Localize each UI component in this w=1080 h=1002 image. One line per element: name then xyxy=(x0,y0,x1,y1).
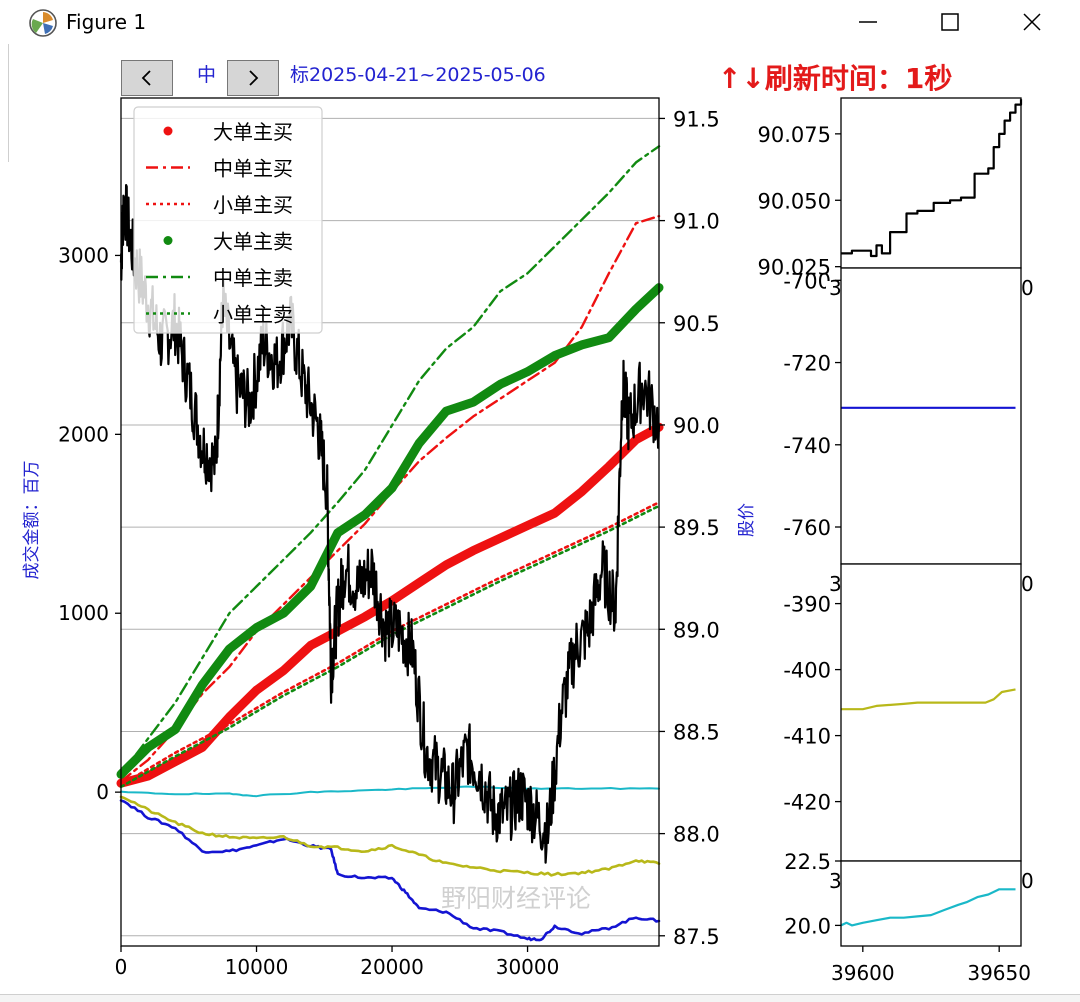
side_cyan-area xyxy=(841,861,1021,946)
series-line-7 xyxy=(119,799,661,942)
series-line-3 xyxy=(116,283,664,779)
y-tick-label-right: 90.5 xyxy=(673,312,720,336)
side_blue-area xyxy=(841,268,1021,564)
y-tick-label-left: 2000 xyxy=(58,422,109,446)
window-title: Figure 1 xyxy=(66,10,147,34)
y-tick-label-left: 0 xyxy=(96,780,109,804)
side_olive-y-tick-label: -400 xyxy=(783,659,831,683)
side_cyan-y-tick-label: 22.5 xyxy=(784,850,831,874)
chevron-left-icon xyxy=(141,70,151,86)
side_olive-y-tick-label: -410 xyxy=(783,725,831,749)
matplotlib-icon xyxy=(29,9,57,37)
side_cyan-frame xyxy=(840,860,1022,947)
legend-label-1: 中单主买 xyxy=(213,157,293,181)
side-x-tick-label: 39600 xyxy=(831,961,895,985)
legend-label-0: 大单主买 xyxy=(213,120,293,144)
hidden-xlabel-bg-2 xyxy=(826,874,840,892)
chevron-right-icon xyxy=(249,70,259,86)
side_price-y-tick-label: 90.025 xyxy=(758,256,831,280)
y-tick-label-right: 89.5 xyxy=(673,516,720,540)
close-icon xyxy=(1023,13,1041,31)
side_blue-y-tick-label: -700 xyxy=(783,269,831,293)
x-tick-label: 20000 xyxy=(360,955,424,979)
side_olive-y-tick-label: -390 xyxy=(783,593,831,617)
clipped-x-label-left-0: 3 xyxy=(829,276,842,300)
legend-marker-3 xyxy=(163,236,173,245)
header-date-range: 2025-04-21~2025-05-06 xyxy=(309,64,546,86)
x-tick-label: 0 xyxy=(115,955,128,979)
y-tick-label-right: 91.0 xyxy=(673,210,720,234)
clipped-x-label-left-2: 3 xyxy=(829,869,842,893)
side_olive-y-tick-label: -420 xyxy=(783,791,831,815)
clipped-x-label-right-1: 0 xyxy=(1021,572,1034,596)
side_cyan-y-tick-label: 20.0 xyxy=(784,914,831,938)
series-line-8 xyxy=(119,795,661,877)
y-axis-label-left: 成交金额：百万 xyxy=(22,461,42,580)
side_cyan-series-0 xyxy=(840,888,1016,927)
header-prefix-tail: 标 xyxy=(290,64,309,86)
legend-marker-0 xyxy=(163,126,173,136)
window-titlebar: Figure 1 xyxy=(0,0,1080,44)
y-axis-label-right: 股价 xyxy=(737,503,757,537)
legend-label-5: 小单主卖 xyxy=(213,303,293,327)
legend-label-4: 中单主卖 xyxy=(213,266,293,290)
side_blue-y-tick-label: -720 xyxy=(783,352,831,376)
side-x-tick-label: 39650 xyxy=(967,961,1031,985)
next-button[interactable] xyxy=(227,60,279,96)
minimize-icon xyxy=(859,21,877,23)
y-tick-label-right: 87.5 xyxy=(673,925,720,949)
clipped-x-label-right-2: 0 xyxy=(1021,869,1034,893)
y-tick-label-right: 89.0 xyxy=(673,618,720,642)
chart-figure: 010002000300087.588.088.589.089.590.090.… xyxy=(22,62,1034,985)
maximize-icon xyxy=(941,13,959,31)
hidden-xlabel-bg-1 xyxy=(826,577,840,595)
side_blue-y-tick-label: -740 xyxy=(783,434,831,458)
y-tick-label-left: 3000 xyxy=(58,243,109,267)
side_price-y-tick-label: 90.050 xyxy=(758,189,831,213)
y-tick-label-right: 88.0 xyxy=(673,823,720,847)
series-line-1 xyxy=(119,214,661,783)
side_olive-series-0 xyxy=(841,688,1016,711)
hidden-xlabel-bg-0 xyxy=(826,281,840,299)
series-line-6 xyxy=(120,785,660,798)
refresh-time-label: ↑↓刷新时间：1秒 xyxy=(718,62,952,95)
y-tick-label-left: 1000 xyxy=(58,601,109,625)
x-tick-label: 30000 xyxy=(496,955,560,979)
watermark: 野阳财经评论 xyxy=(441,884,591,913)
side_price-y-tick-label: 90.075 xyxy=(758,123,831,147)
clipped-x-label-left-1: 3 xyxy=(829,572,842,596)
side_price-area xyxy=(841,98,1021,268)
series-line-4 xyxy=(119,145,661,776)
maximize-button[interactable] xyxy=(910,0,990,44)
prev-button[interactable] xyxy=(121,60,173,96)
close-button[interactable] xyxy=(992,0,1072,44)
x-tick-label: 10000 xyxy=(225,955,289,979)
side_olive-area xyxy=(841,564,1021,861)
y-tick-label-right: 91.5 xyxy=(673,107,720,131)
side_price-series-0 xyxy=(841,99,1023,258)
header-prefix: 中 xyxy=(197,64,216,86)
window-bottom-strip xyxy=(0,994,1080,1002)
side_blue-y-tick-label: -760 xyxy=(783,516,831,540)
y-tick-label-right: 90.0 xyxy=(673,414,720,438)
series-line-9 xyxy=(119,184,661,864)
legend-label-2: 小单主买 xyxy=(213,193,293,217)
main-plot-frame xyxy=(120,97,660,947)
window-edge xyxy=(0,44,9,162)
clipped-x-label-right-0: 0 xyxy=(1021,276,1034,300)
y-tick-label-right: 88.5 xyxy=(673,720,720,744)
legend-label-3: 大单主卖 xyxy=(213,230,293,254)
minimize-button[interactable] xyxy=(828,0,908,44)
